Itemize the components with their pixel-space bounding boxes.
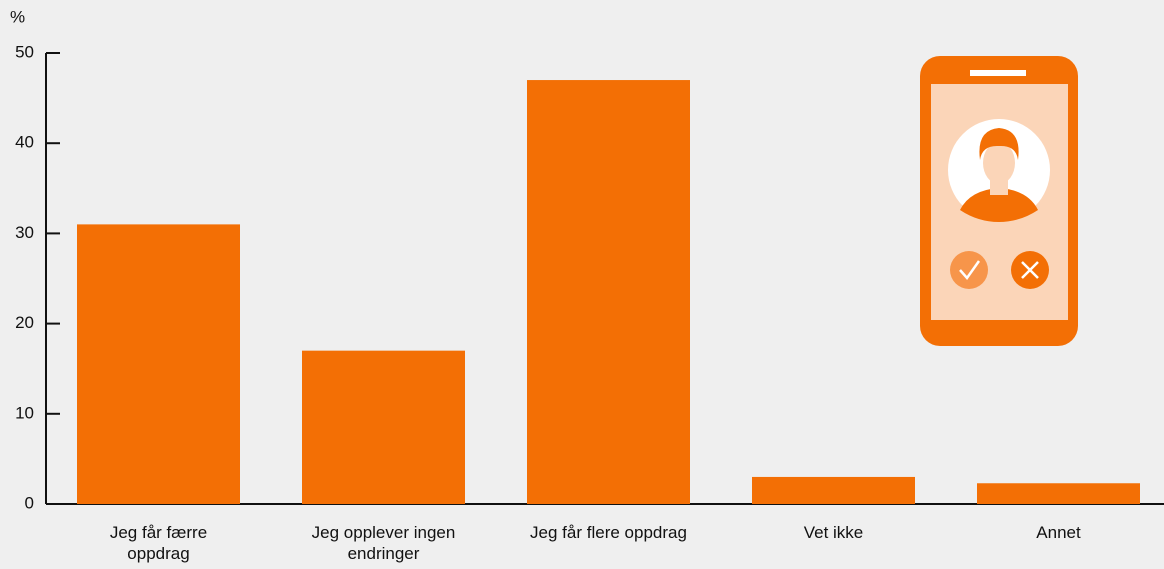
y-tick-label: 20	[15, 313, 34, 332]
y-tick-label: 10	[15, 403, 34, 422]
y-tick-label: 50	[15, 42, 34, 61]
x-tick-label: Annet	[1036, 523, 1081, 542]
y-tick-label: 40	[15, 133, 34, 152]
bar	[527, 80, 690, 504]
x-tick-label: Vet ikke	[803, 523, 864, 542]
x-tick-label: Jeg får flere oppdrag	[530, 523, 687, 542]
x-tick-label: Jeg opplever ingen endringer	[311, 523, 456, 563]
y-tick-label: 0	[25, 493, 34, 512]
y-tick-label: 30	[15, 223, 34, 242]
x-tick-label: Jeg får færre oppdrag	[109, 523, 208, 563]
bar	[77, 224, 240, 504]
bar	[302, 350, 465, 504]
bar	[752, 476, 915, 504]
y-axis-label: %	[10, 7, 25, 26]
bar	[977, 483, 1140, 504]
phone-illustration	[920, 56, 1078, 346]
